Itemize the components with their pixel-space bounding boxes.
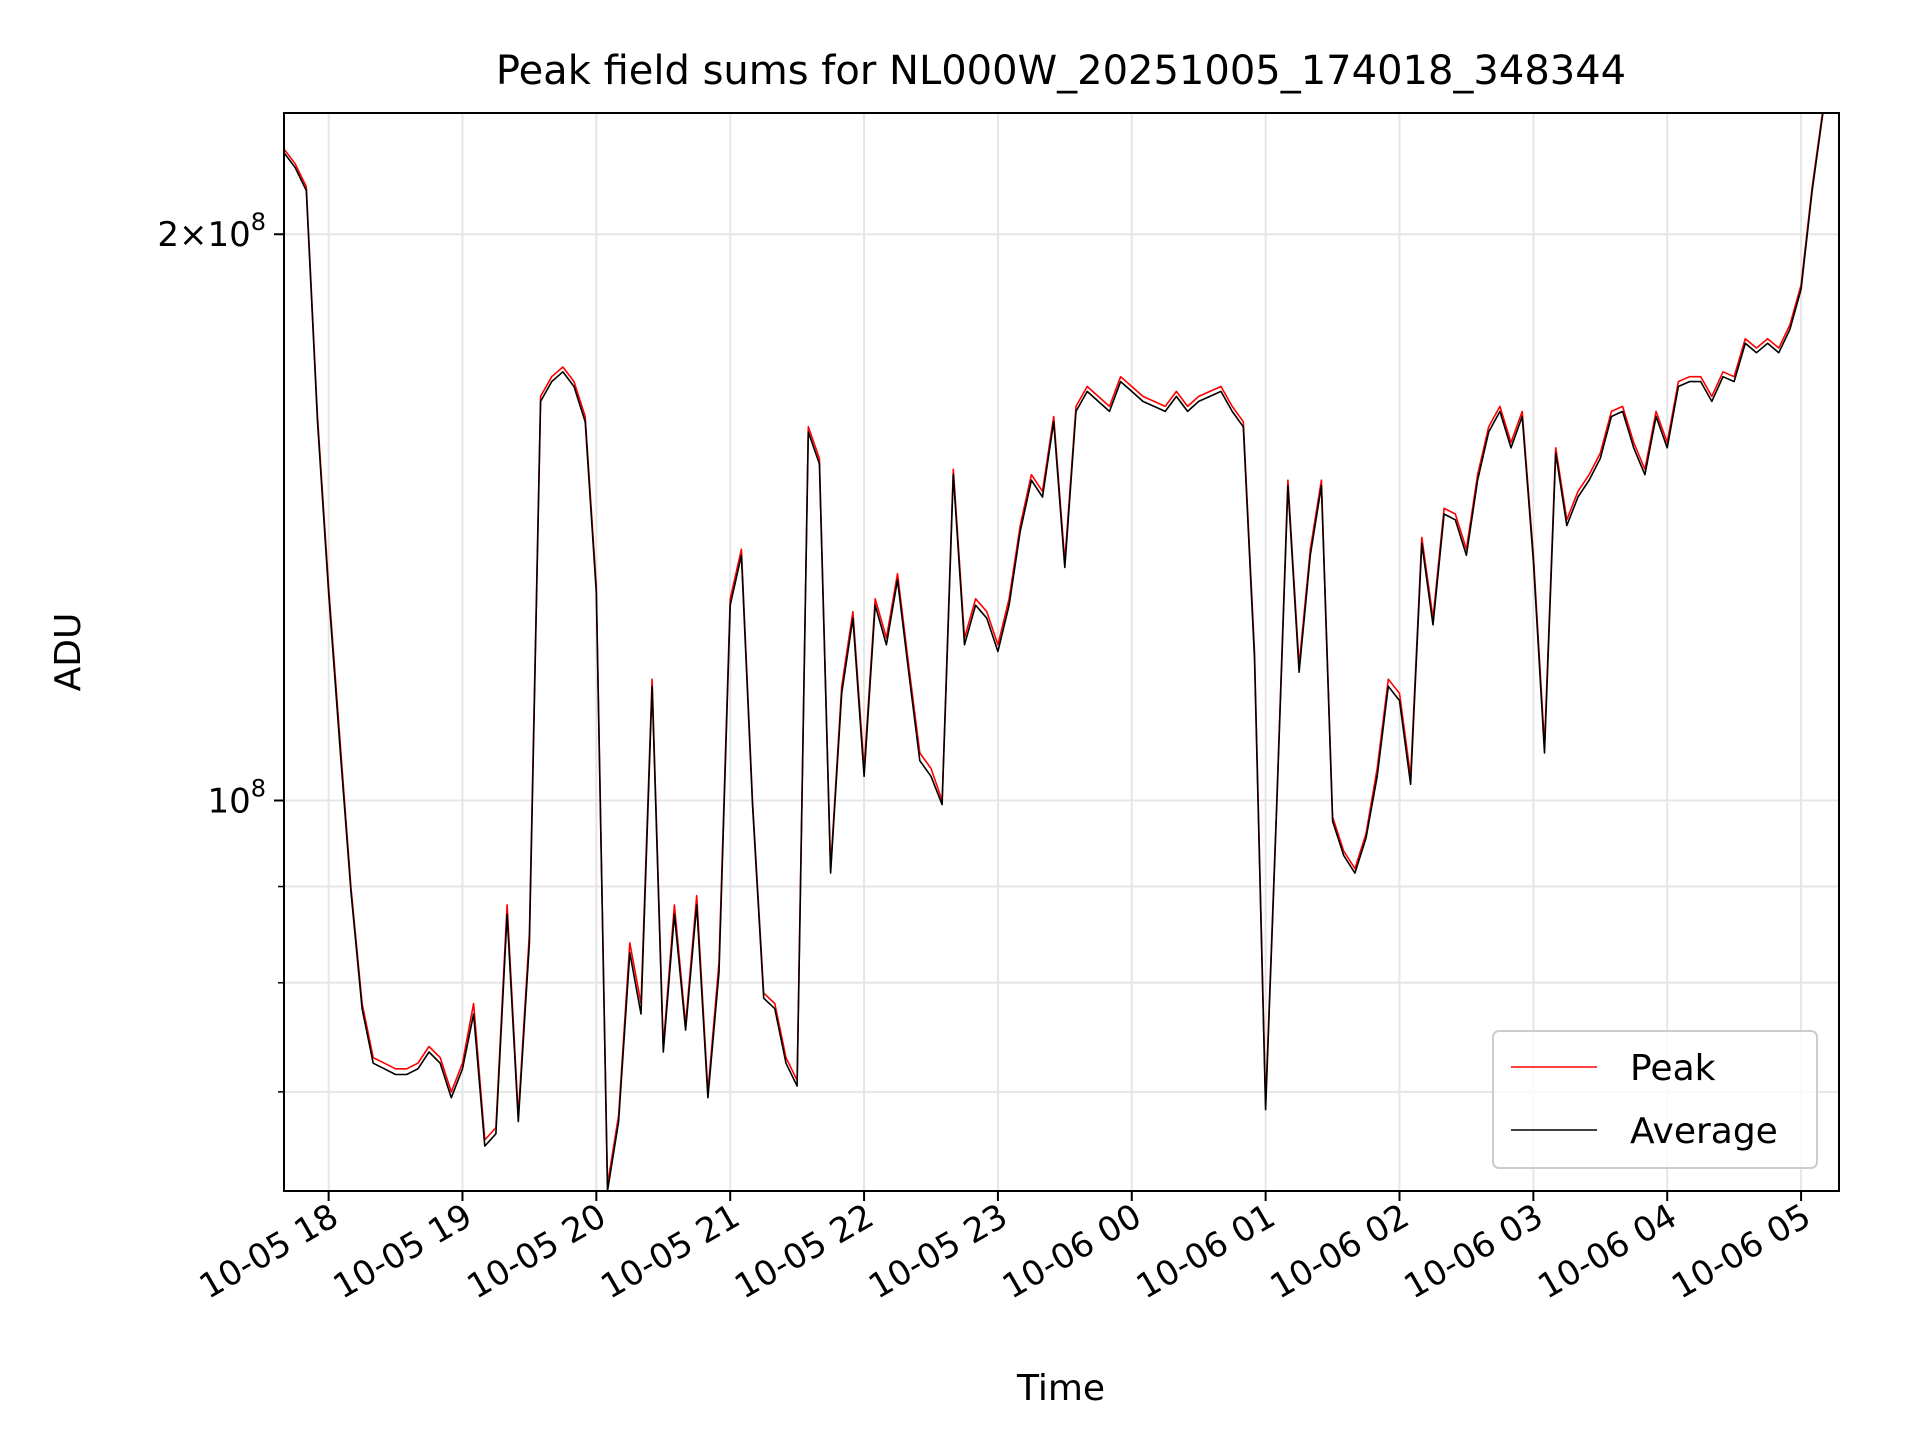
series-lines (284, 113, 1835, 1191)
grid (284, 113, 1839, 1191)
y-axis-label: ADU (48, 613, 89, 692)
y-tick-label: 2×108 (157, 208, 266, 255)
chart-title: Peak field sums for NL000W_20251005_1740… (496, 48, 1626, 94)
plot-frame (283, 112, 1840, 1192)
series-line-average (284, 113, 1835, 1191)
legend: Peak Average (1492, 1030, 1818, 1169)
x-axis-label: Time (1016, 1368, 1105, 1409)
legend-label-peak: Peak (1630, 1048, 1716, 1089)
legend-box (1492, 1030, 1818, 1169)
legend-label-average: Average (1630, 1111, 1778, 1152)
